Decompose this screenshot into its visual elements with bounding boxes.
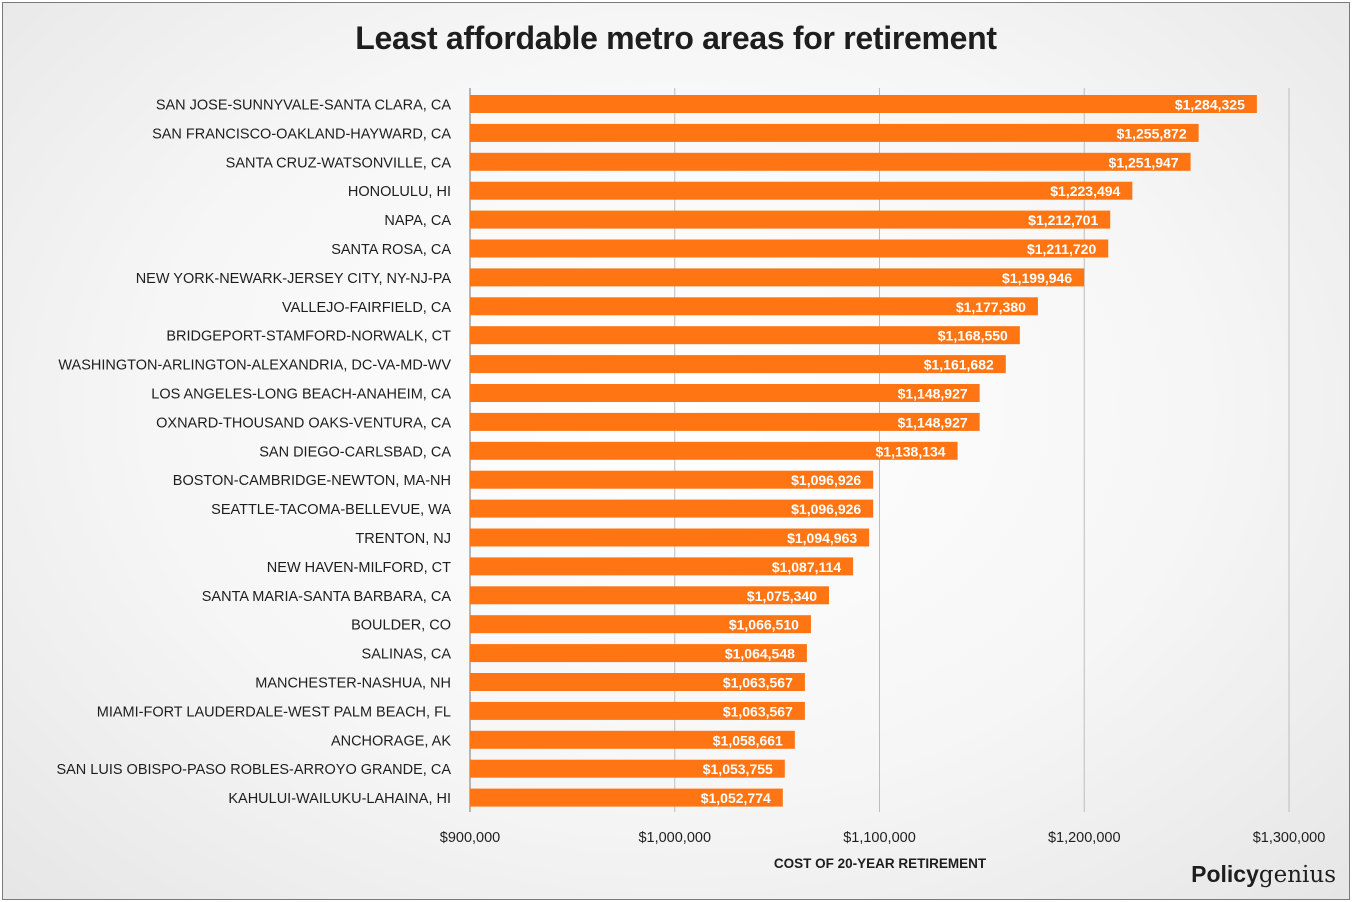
category-label: NEW HAVEN-MILFORD, CT	[267, 560, 451, 576]
bar-value-label: $1,094,963	[787, 530, 857, 546]
bar	[470, 499, 874, 518]
bar	[470, 701, 805, 720]
category-label: SAN FRANCISCO-OAKLAND-HAYWARD, CA	[152, 126, 451, 142]
bar	[470, 181, 1133, 200]
bar	[470, 239, 1109, 258]
bar-value-label: $1,138,134	[876, 443, 946, 459]
bar	[470, 384, 980, 402]
bar-value-label: $1,148,927	[898, 414, 968, 430]
bar	[470, 673, 805, 691]
category-label: NEW YORK-NEWARK-JERSEY CITY, NY-NJ-PA	[136, 271, 452, 287]
x-tick-labels: $900,000 $1,000,000 $1,100,000 $1,200,000 $1…	[440, 830, 1326, 846]
category-label: SAN DIEGO-CARLSBAD, CA	[259, 444, 451, 460]
bar	[470, 615, 811, 634]
bar	[470, 586, 830, 605]
bar-value-label: $1,052,774	[701, 790, 771, 806]
bar	[470, 788, 783, 807]
category-label: MANCHESTER-NASHUA, NH	[255, 676, 451, 692]
category-label: ANCHORAGE, AK	[331, 733, 451, 749]
x-tick-label: $1,200,000	[1048, 830, 1121, 846]
bar	[470, 355, 1006, 374]
bar-value-label: $1,177,380	[956, 299, 1026, 315]
bar	[470, 123, 1199, 142]
x-axis-label: COST OF 20-YEAR RETIREMENT	[773, 856, 987, 871]
bar-value-label: $1,075,340	[747, 588, 817, 604]
bar-value-label: $1,211,720	[1027, 241, 1097, 257]
bar-value-label: $1,058,661	[713, 732, 783, 748]
category-label: VALLEJO-FAIRFIELD, CA	[282, 300, 451, 316]
bar-value-label: $1,168,550	[938, 328, 1008, 344]
category-label: SANTA ROSA, CA	[331, 242, 451, 258]
bar	[470, 152, 1191, 171]
bars: $1,284,325 $1,255,872 $1,251,947 $1,223,494…	[470, 95, 1257, 807]
category-label: BOSTON-CAMBRIDGE-NEWTON, MA-NH	[173, 473, 451, 489]
category-label: SEATTLE-TACOMA-BELLEVUE, WA	[211, 502, 451, 518]
bar-value-label: $1,064,548	[725, 646, 795, 662]
category-label: BRIDGEPORT-STAMFORD-NORWALK, CT	[166, 329, 451, 345]
category-label: SAN JOSE-SUNNYVALE-SANTA CLARA, CA	[156, 98, 452, 114]
policygenius-logo: Policygenius	[1191, 861, 1336, 888]
bar-value-label: $1,087,114	[772, 559, 842, 575]
x-tick-label: $1,300,000	[1253, 830, 1326, 846]
bar	[470, 470, 874, 489]
bar	[470, 644, 807, 663]
bar-value-label: $1,212,701	[1028, 212, 1098, 228]
x-tick-label: $1,100,000	[843, 830, 916, 846]
bar-value-label: $1,161,682	[924, 357, 994, 373]
bar-value-label: $1,199,946	[1002, 270, 1072, 286]
bar-value-label: $1,053,755	[703, 761, 773, 777]
bar	[470, 210, 1111, 229]
category-label: MIAMI-FORT LAUDERDALE-WEST PALM BEACH, F…	[97, 704, 451, 720]
bar-value-label: $1,284,325	[1175, 97, 1245, 113]
bar	[470, 268, 1085, 287]
category-label: SALINAS, CA	[362, 647, 452, 663]
bar-value-label: $1,148,927	[898, 386, 968, 402]
category-label: BOULDER, CO	[351, 618, 451, 634]
category-label: LOS ANGELES-LONG BEACH-ANAHEIM, CA	[151, 387, 451, 403]
category-label: SANTA MARIA-SANTA BARBARA, CA	[202, 589, 452, 605]
category-labels: SAN JOSE-SUNNYVALE-SANTA CLARA, CA SAN FR…	[56, 98, 451, 808]
bar	[470, 297, 1038, 316]
bar-value-label: $1,096,926	[791, 472, 861, 488]
category-label: NAPA, CA	[384, 213, 451, 229]
bar-value-label: $1,096,926	[791, 501, 861, 517]
bar	[470, 557, 854, 576]
category-label: SAN LUIS OBISPO-PASO ROBLES-ARROYO GRAND…	[56, 762, 451, 778]
category-label: WASHINGTON-ARLINGTON-ALEXANDRIA, DC-VA-M…	[58, 358, 451, 374]
category-label: OXNARD-THOUSAND OAKS-VENTURA, CA	[156, 415, 451, 431]
bar-value-label: $1,251,947	[1109, 154, 1179, 170]
bar-value-label: $1,066,510	[729, 617, 799, 633]
bar	[470, 759, 785, 778]
x-tick-label: $900,000	[440, 830, 500, 846]
bar-value-label: $1,063,567	[723, 703, 793, 719]
bar-value-label: $1,255,872	[1117, 125, 1187, 141]
x-tick-label: $1,000,000	[638, 830, 711, 846]
logo-part-genius: genius	[1258, 862, 1336, 888]
bar	[470, 95, 1257, 113]
bar	[470, 730, 795, 749]
category-label: TRENTON, NJ	[355, 531, 451, 547]
bar-value-label: $1,223,494	[1050, 183, 1120, 199]
logo-part-policy: Policy	[1191, 861, 1259, 887]
bar	[470, 412, 980, 431]
bar-value-label: $1,063,567	[723, 675, 793, 691]
category-label: KAHULUI-WAILUKU-LAHAINA, HI	[228, 791, 451, 807]
bar	[470, 441, 958, 460]
category-label: SANTA CRUZ-WATSONVILLE, CA	[226, 155, 452, 171]
bar	[470, 528, 870, 547]
bar	[470, 326, 1020, 345]
chart-title: Least affordable metro areas for retirem…	[355, 20, 997, 56]
category-label: HONOLULU, HI	[348, 184, 451, 200]
